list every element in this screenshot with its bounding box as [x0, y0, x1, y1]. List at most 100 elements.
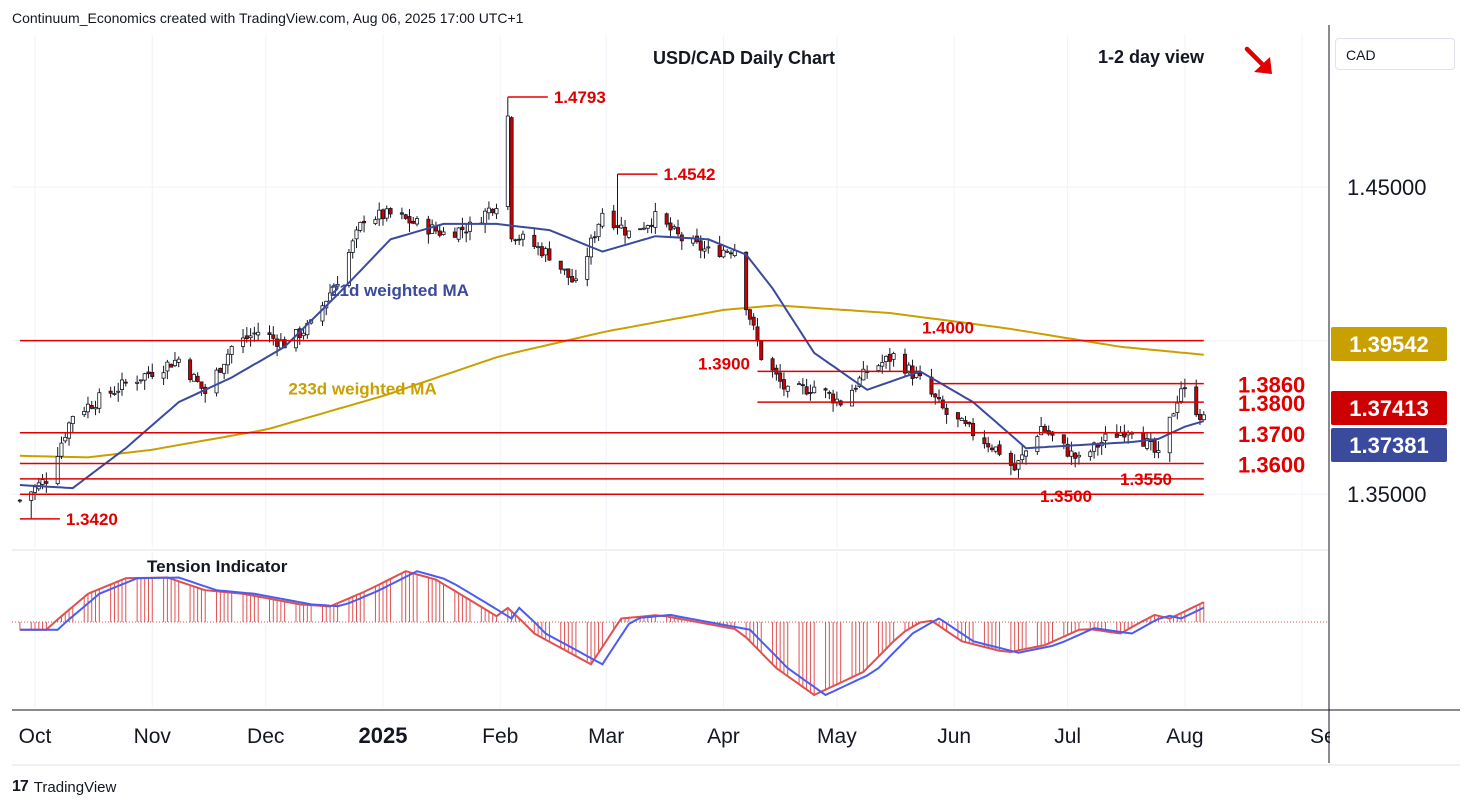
candle [505, 97, 510, 210]
candle [89, 401, 94, 410]
x-tick-label: Jun [937, 725, 971, 748]
candle [142, 372, 147, 390]
candle [1042, 423, 1047, 433]
candle [774, 364, 779, 381]
candle-body [747, 309, 752, 320]
candle-body [165, 361, 170, 372]
candle-body [834, 398, 839, 404]
candle [256, 322, 261, 341]
currency-selector[interactable]: CAD [1335, 38, 1455, 70]
candle-body [486, 207, 491, 214]
candle [494, 203, 499, 220]
candle-body [1008, 452, 1013, 466]
candle [971, 418, 976, 441]
y-tick-label: 1.45000 [1347, 175, 1427, 200]
candle-body [1114, 433, 1119, 438]
candle [615, 174, 620, 235]
candle-body [645, 225, 650, 229]
candle-body [955, 412, 960, 420]
candle [135, 375, 140, 391]
candle [770, 356, 775, 378]
x-tick-label: Apr [707, 725, 740, 748]
candle-body [1088, 451, 1093, 457]
candle-body [1073, 452, 1078, 459]
candle [165, 359, 170, 380]
tradingview-brand[interactable]: 17 TradingView [12, 778, 116, 796]
candle [1201, 411, 1206, 421]
candle [1148, 432, 1153, 451]
candle-body [558, 260, 563, 270]
candle-body [619, 224, 624, 229]
candle [1035, 434, 1040, 455]
candle [17, 498, 22, 503]
candle [407, 209, 412, 233]
candle-body [672, 226, 677, 229]
candle-body [706, 246, 711, 249]
candle [93, 400, 98, 416]
candle-body [505, 115, 510, 207]
candle [694, 228, 699, 244]
candle [1152, 437, 1157, 459]
candle-body [1171, 413, 1176, 417]
candle-body [536, 246, 541, 248]
price-badge-label: 1.37413 [1349, 396, 1429, 421]
candle-body [800, 384, 805, 387]
candle [619, 216, 624, 229]
candle [63, 432, 68, 444]
candle [229, 345, 234, 364]
candle-body [1175, 402, 1180, 413]
tradingview-logo-icon: 17 [12, 778, 29, 795]
candle-body [532, 234, 537, 247]
candle-body [1092, 442, 1097, 452]
candle-body [123, 381, 128, 384]
candle [963, 415, 968, 427]
ti-title: Tension Indicator [147, 557, 288, 576]
candle-body [320, 305, 325, 322]
candle-body [267, 332, 272, 335]
candle [1141, 426, 1146, 447]
candle-body [1076, 454, 1081, 458]
candle-body [596, 223, 601, 238]
candle-body [89, 405, 94, 409]
candle-body [191, 373, 196, 382]
candle [570, 268, 575, 283]
candle [388, 207, 393, 218]
candle [252, 326, 257, 342]
candle-body [119, 379, 124, 390]
candle-body [539, 246, 544, 257]
candle [85, 396, 90, 419]
candle-body [1016, 460, 1021, 470]
candlestick-series [17, 97, 1206, 519]
candle [933, 393, 938, 405]
x-tick-label: Dec [247, 725, 284, 748]
candle [744, 251, 749, 316]
candle-body [963, 420, 968, 424]
down-right-arrow-icon [1244, 46, 1272, 74]
candle-body [971, 422, 976, 437]
candle-body [891, 353, 896, 360]
candle [1065, 437, 1070, 458]
candle [906, 362, 911, 375]
candle [955, 412, 960, 428]
price-badge-label: 1.37381 [1349, 433, 1429, 458]
candle [176, 356, 181, 368]
candle-body [1179, 388, 1184, 402]
candle-body [33, 486, 38, 493]
candle-body [1194, 386, 1199, 416]
candle [467, 216, 472, 241]
candle [626, 230, 631, 240]
candle-body [1145, 438, 1150, 449]
candle [1179, 381, 1184, 404]
candle [1114, 424, 1119, 438]
candle [1012, 454, 1017, 472]
candle-body [1039, 426, 1044, 436]
candle [838, 399, 843, 407]
candle [225, 348, 230, 374]
candle-body [222, 363, 227, 374]
candle [702, 240, 707, 259]
candle-body [29, 491, 34, 501]
candle-body [456, 227, 461, 240]
candle [377, 202, 382, 226]
candle [918, 365, 923, 380]
candle [483, 208, 488, 234]
